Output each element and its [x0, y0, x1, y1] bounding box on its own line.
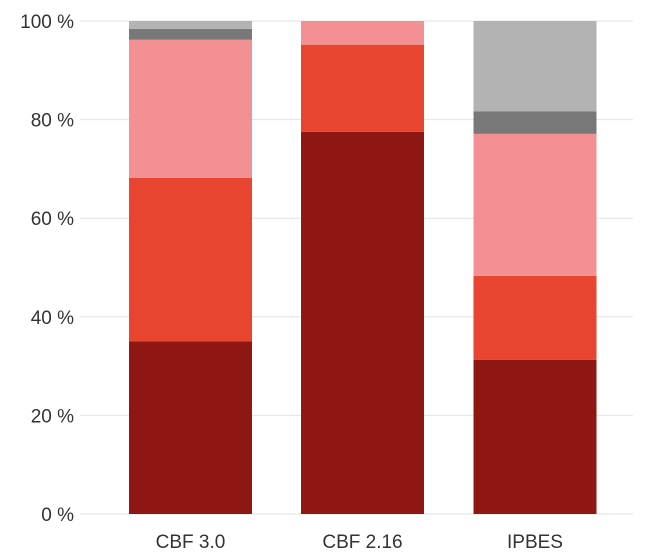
y-tick-label: 60 % — [31, 209, 74, 230]
bar-segment-1-2 — [129, 177, 252, 342]
y-tick-label: 20 % — [31, 406, 74, 427]
bar-segment-3-5 — [473, 21, 597, 112]
bar-segment-2-3 — [301, 21, 424, 45]
bar-segment-3-3 — [473, 133, 597, 276]
x-category-label: IPBES — [507, 532, 563, 553]
y-tick-label: 80 % — [31, 111, 74, 132]
bar-segment-3-2 — [473, 275, 597, 360]
bar-segment-2-1 — [301, 131, 424, 515]
y-tick-label: 0 % — [41, 505, 74, 526]
x-category-label: CBF 3.0 — [156, 532, 226, 553]
x-axis-category-labels: CBF 3.0 CBF 2.16 IPBES — [156, 532, 563, 553]
y-tick-label: 100 % — [20, 12, 74, 33]
bar-segment-1-4 — [129, 28, 252, 40]
bar-segment-3-4 — [473, 111, 597, 134]
bar-segment-1-3 — [129, 39, 252, 178]
bar-segment-1-5 — [129, 21, 252, 29]
y-axis-tick-labels: 0 % 20 % 40 % 60 % 80 % 100 % — [20, 12, 74, 526]
bar-segment-3-1 — [473, 359, 597, 514]
bar-segment-2-2 — [301, 44, 424, 132]
y-tick-label: 40 % — [31, 308, 74, 329]
x-category-label: CBF 2.16 — [322, 532, 402, 553]
bar-segments — [129, 21, 597, 515]
bar-segment-1-1 — [129, 341, 252, 514]
